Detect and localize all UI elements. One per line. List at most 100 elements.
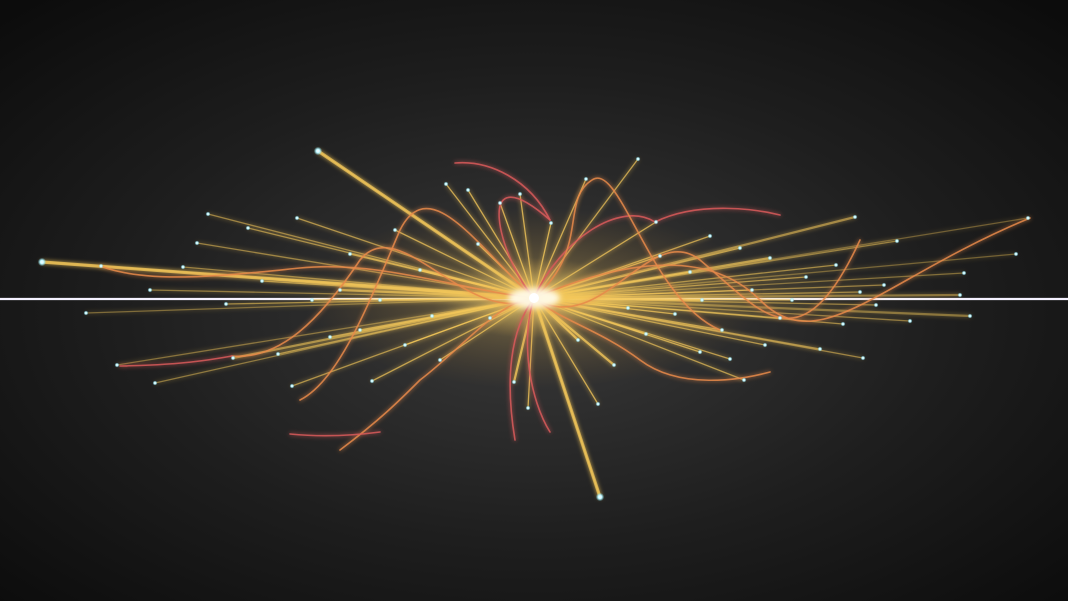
- particle-track: [149, 289, 535, 299]
- particle-track: [533, 221, 657, 299]
- track-endpoint-dot: [697, 349, 703, 355]
- collision-point: [508, 288, 560, 308]
- track-endpoint-dot: [967, 313, 973, 319]
- particle-track: [499, 202, 535, 299]
- particle-track: [533, 253, 1017, 299]
- track-endpoint-dot: [309, 297, 315, 303]
- particle-track: [519, 193, 535, 299]
- particle-track: [533, 297, 864, 359]
- track-endpoints: [37, 146, 1031, 502]
- particle-track: [85, 297, 535, 314]
- track-endpoint-dot: [245, 225, 251, 231]
- particle-track: [532, 215, 857, 300]
- track-endpoint-dot: [657, 253, 663, 259]
- track-endpoint-dot: [152, 380, 158, 386]
- track-endpoint-dot: [707, 233, 713, 239]
- curved-particle-track: [454, 161, 551, 221]
- particle-track: [404, 297, 535, 346]
- track-endpoint-dot: [475, 241, 481, 247]
- track-endpoint-dot: [511, 379, 517, 385]
- particle-track: [532, 293, 962, 300]
- curved-particle-track: [119, 355, 233, 367]
- track-endpoint-dot: [625, 305, 631, 311]
- track-endpoint-dot: [852, 214, 858, 220]
- track-endpoint-dot: [417, 267, 423, 273]
- track-endpoint-dot: [1013, 251, 1019, 257]
- track-endpoint-dot: [653, 219, 659, 225]
- particle-track: [277, 297, 535, 355]
- track-endpoint-dot: [465, 187, 471, 193]
- particle-track: [533, 272, 965, 299]
- track-endpoint-dot: [223, 301, 229, 307]
- track-endpoint-dot: [180, 264, 186, 270]
- track-endpoint-dot: [294, 215, 300, 221]
- track-endpoint-dot: [37, 257, 47, 267]
- track-endpoint-dot: [595, 492, 605, 502]
- track-endpoint-dot: [98, 263, 104, 269]
- curved-particle-track: [533, 177, 721, 331]
- curved-particle-track: [533, 297, 771, 382]
- track-endpoint-dot: [719, 327, 725, 333]
- particle-track: [445, 183, 535, 299]
- track-endpoint-dot: [487, 315, 493, 321]
- track-endpoint-dot: [429, 313, 435, 319]
- track-endpoint-dot: [1025, 215, 1031, 221]
- particle-track: [533, 297, 599, 405]
- curved-particle-track: [533, 217, 1031, 322]
- particle-track-major: [40, 260, 536, 300]
- curved-particle-track: [533, 239, 861, 320]
- track-endpoint-dot: [205, 211, 211, 217]
- track-endpoint-dot: [749, 287, 755, 293]
- track-endpoint-dot: [357, 327, 363, 333]
- track-endpoint-dot: [327, 334, 333, 340]
- track-endpoint-dot: [777, 315, 783, 321]
- curved-particle-track: [299, 207, 535, 401]
- track-endpoint-dot: [635, 156, 641, 162]
- particle-track: [533, 264, 837, 299]
- particle-track: [533, 297, 745, 381]
- track-endpoint-dot: [857, 289, 863, 295]
- particle-track-major: [532, 296, 602, 499]
- track-endpoint-dot: [643, 331, 649, 337]
- curved-particle-track: [498, 196, 551, 299]
- track-endpoint-dot: [727, 356, 733, 362]
- track-endpoint-dot: [313, 146, 323, 156]
- track-endpoint-dot: [369, 378, 375, 384]
- track-endpoint-dot: [548, 220, 554, 226]
- track-endpoint-dot: [860, 355, 866, 361]
- track-endpoint-dot: [497, 200, 503, 206]
- track-endpoint-dot: [402, 342, 408, 348]
- track-endpoint-dot: [840, 321, 846, 327]
- track-endpoint-dot: [672, 311, 678, 317]
- track-endpoint-dot: [147, 287, 153, 293]
- track-endpoint-dot: [583, 176, 589, 182]
- track-endpoint-dot: [817, 346, 823, 352]
- track-endpoint-dot: [957, 292, 963, 298]
- track-endpoint-dot: [230, 355, 236, 361]
- track-endpoint-dot: [83, 310, 89, 316]
- track-endpoint-dot: [741, 377, 747, 383]
- track-endpoint-dot: [392, 227, 398, 233]
- track-endpoint-dot: [114, 362, 120, 368]
- track-endpoint-dot: [873, 302, 879, 308]
- curved-particle-track: [99, 265, 535, 299]
- track-endpoint-dot: [289, 383, 295, 389]
- track-endpoint-dot: [337, 287, 343, 293]
- particle-track: [532, 296, 972, 318]
- track-endpoint-dot: [803, 274, 809, 280]
- track-endpoint-dot: [907, 318, 913, 324]
- track-endpoint-dot: [517, 191, 523, 197]
- track-endpoint-dot: [833, 262, 839, 268]
- track-endpoint-dot: [525, 405, 531, 411]
- track-endpoint-dot: [595, 401, 601, 407]
- particle-track: [533, 284, 885, 299]
- particle-track: [533, 222, 552, 299]
- particle-track: [532, 296, 616, 367]
- track-endpoint-dot: [275, 351, 281, 357]
- particle-track: [116, 297, 535, 366]
- track-endpoint-dot: [881, 282, 887, 288]
- track-endpoint-dot: [259, 278, 265, 284]
- curved-particle-track: [509, 297, 535, 441]
- particle-track: [533, 297, 911, 322]
